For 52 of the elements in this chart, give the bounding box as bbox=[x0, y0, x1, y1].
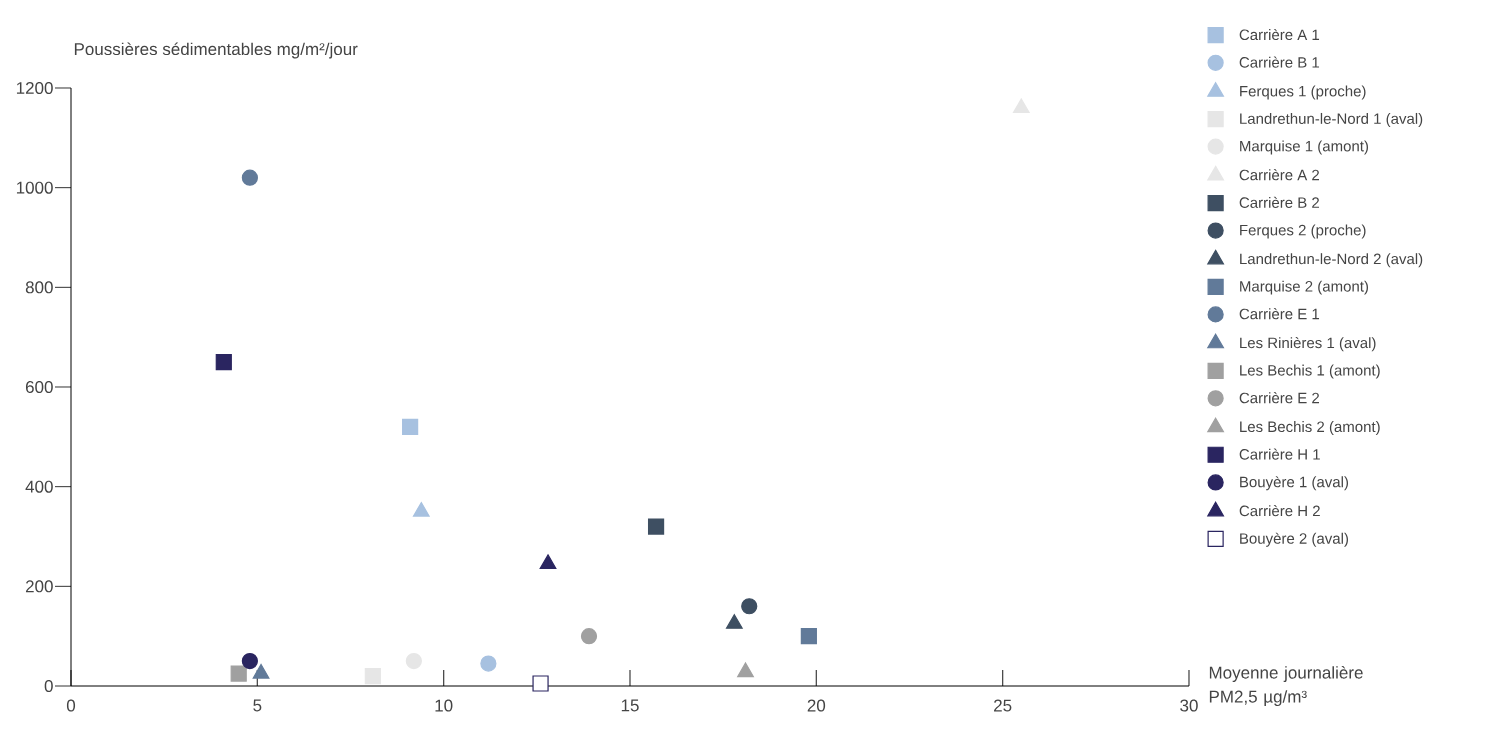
legend-label: Les Bechis 1 (amont) bbox=[1240, 364, 1380, 379]
y-tick-label: 800 bbox=[25, 281, 53, 294]
point bbox=[230, 665, 247, 682]
point bbox=[241, 169, 258, 186]
legend-label: Carrière A 2 bbox=[1239, 169, 1320, 181]
legend-label: Carrière H 2 bbox=[1239, 505, 1320, 517]
legend-label: Ferques 1 (proche) bbox=[1240, 85, 1366, 100]
x-tick-label: 5 bbox=[253, 699, 262, 712]
point bbox=[241, 652, 258, 670]
y-axis-title: Poussières sédimentables mg/m²/jour bbox=[74, 42, 358, 59]
legend-label: Marquise 2 (amont) bbox=[1240, 280, 1369, 295]
legend-label: Carrière B 1 bbox=[1239, 56, 1320, 68]
legend-label: Landrethun-le-Nord 2 (aval) bbox=[1240, 253, 1423, 268]
legend-label: Bouyère 1 (aval) bbox=[1240, 476, 1349, 491]
legend-label: Carrière B 2 bbox=[1239, 196, 1320, 208]
y-tick-label: 600 bbox=[25, 380, 53, 394]
y-tick-label: 0 bbox=[44, 679, 53, 693]
point bbox=[580, 628, 598, 645]
legend-label: Carrière A 1 bbox=[1239, 28, 1320, 41]
legend-label: Les Bechis 2 (amont) bbox=[1240, 421, 1380, 436]
y-tick-label: 1000 bbox=[16, 181, 53, 194]
point bbox=[741, 598, 758, 615]
point bbox=[725, 614, 743, 629]
y-tick-label: 200 bbox=[25, 580, 53, 593]
x-tick-label: 20 bbox=[807, 699, 826, 712]
x-tick-label: 25 bbox=[994, 699, 1012, 712]
legend-label: Ferques 2 (proche) bbox=[1240, 224, 1366, 239]
point bbox=[364, 667, 381, 685]
point bbox=[532, 675, 549, 692]
point bbox=[1012, 98, 1030, 114]
y-tick-label: 400 bbox=[25, 480, 53, 493]
point bbox=[215, 353, 232, 371]
legend-label: Carrière E 1 bbox=[1239, 308, 1320, 320]
point bbox=[402, 418, 419, 435]
legend-label: Marquise 1 (amont) bbox=[1240, 140, 1369, 155]
legend-label: Bouyère 2 (aval) bbox=[1240, 532, 1349, 547]
x-tick-label: 10 bbox=[435, 699, 453, 712]
y-tick-label: 1200 bbox=[16, 81, 53, 95]
point bbox=[480, 655, 497, 672]
point bbox=[539, 554, 557, 570]
legend-label: Carrière H 1 bbox=[1239, 448, 1320, 460]
legend-label: Carrière E 2 bbox=[1239, 392, 1320, 404]
x-tick-label: 15 bbox=[621, 699, 639, 712]
legend-label: Les Rinières 1 (aval) bbox=[1240, 336, 1376, 352]
legend-label: Landrethun-le-Nord 1 (aval) bbox=[1240, 112, 1423, 127]
x-tick-label: 30 bbox=[1180, 699, 1198, 712]
point bbox=[737, 662, 754, 678]
point bbox=[647, 518, 665, 535]
point bbox=[405, 652, 422, 670]
point bbox=[800, 628, 817, 645]
x-tick-label: 0 bbox=[66, 699, 76, 712]
x-axis-title: Moyenne journalière PM2,5 µg/m³ bbox=[1209, 665, 1363, 707]
